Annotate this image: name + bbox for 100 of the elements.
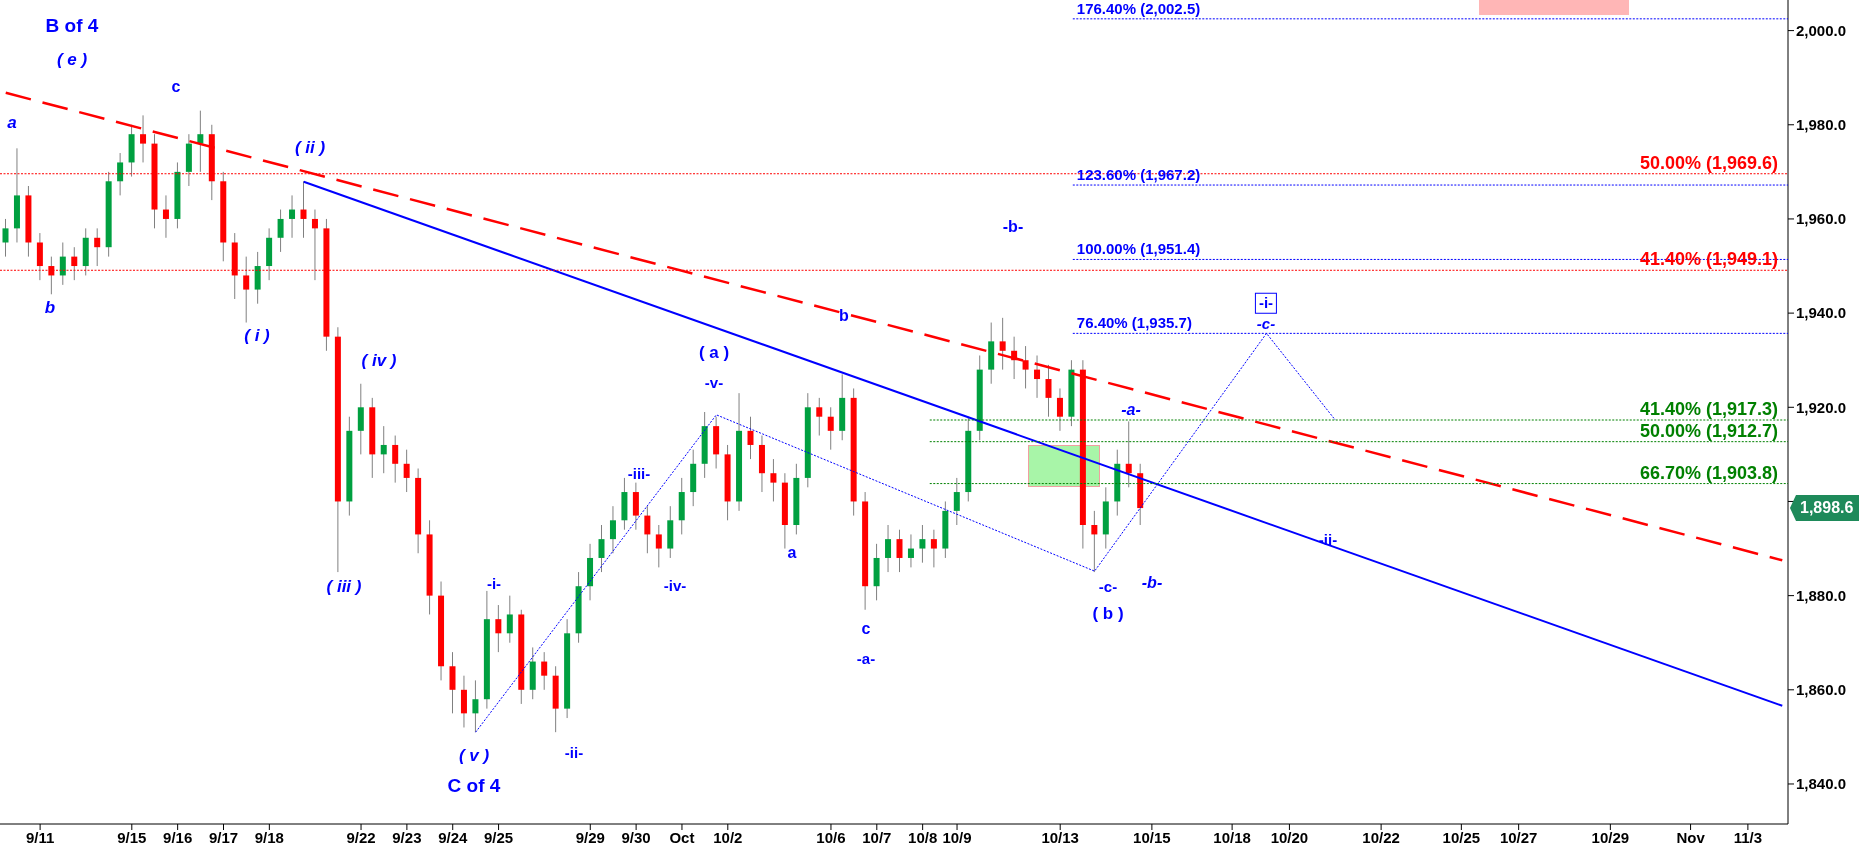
candlestick [140,114,147,163]
annotation: ( e ) [56,49,88,70]
candlestick [117,152,124,196]
x-tick-label: 9/24 [438,828,468,846]
y-tick-label: 2,000.0 [1796,21,1847,39]
candlestick [1091,510,1098,573]
candlestick [999,317,1006,371]
annotation: ( iv ) [361,350,397,371]
y-tick-label: 1,880.0 [1796,586,1847,604]
y-tick-label: 1,920.0 [1796,398,1847,416]
candlestick [289,194,296,239]
annotation: ( i ) [244,325,270,346]
candlestick [254,251,261,305]
annotation: -ii- [564,743,584,762]
ref-line-label: 41.40% (1,917.3) [1639,399,1779,419]
candlestick [770,458,777,502]
y-tick-label: 1,980.0 [1796,116,1847,134]
candlestick [162,194,169,239]
candlestick [655,524,662,568]
candlestick [380,425,387,474]
x-tick-label: 9/18 [254,828,284,846]
candlestick [644,505,651,554]
annotation: ( iii ) [326,576,362,597]
annotation: b [44,297,56,318]
annotation: ( a ) [698,342,730,363]
candlestick [392,435,399,484]
candlestick [300,180,307,239]
ref-line-label: 66.70% (1,903.8) [1639,462,1779,483]
x-tick-label: Oct [669,828,695,846]
x-tick-label: 9/29 [575,828,605,846]
annotation: -iii- [627,464,651,483]
ref-line-label: 100.00% (1,951.4) [1076,240,1201,258]
candlestick [885,524,892,573]
y-tick-label: 1,860.0 [1796,681,1847,699]
annotation: a [787,544,797,562]
x-tick-label: 9/11 [25,828,55,846]
candlestick [747,416,754,460]
candlestick [632,482,639,531]
candlestick [2,218,9,258]
ref-line-label: 41.40% (1,949.1) [1639,249,1779,270]
x-tick-label: 10/8 [908,828,938,846]
candlestick [907,533,914,568]
x-tick-label: 10/25 [1442,828,1481,846]
candlestick [472,679,479,733]
x-tick-label: 9/23 [392,828,422,846]
x-tick-label: Nov [1676,828,1706,846]
x-tick-label: 9/15 [117,828,147,846]
annotation: -i- [486,574,502,593]
y-tick-label: 1,960.0 [1796,210,1847,228]
price-tag: 1,898.6 [1790,495,1860,521]
candlestick [598,524,605,573]
x-tick-label: 10/20 [1270,828,1309,846]
x-tick-label: 10/27 [1499,828,1538,846]
candlestick [816,397,823,437]
x-tick-label: 11/3 [1733,828,1763,846]
x-tick-label: 10/29 [1591,828,1630,846]
annotation: a [7,112,17,133]
annotation: c [171,78,181,96]
candlestick [277,209,284,253]
annotation: ( b ) [1092,603,1124,624]
x-tick-label: 9/17 [208,828,239,846]
x-tick-label: 10/7 [862,828,892,846]
x-tick-label: 9/25 [483,828,514,846]
candlestick [609,505,616,554]
ref-line-label: 50.00% (1,912.7) [1639,420,1779,441]
ref-line-label: 50.00% (1,969.6) [1639,152,1779,173]
annotation: ( ii ) [294,137,326,158]
x-tick-label: 9/30 [621,828,651,846]
candlestick [449,651,456,714]
annotation: -iv- [663,576,687,595]
candlestick [357,383,364,455]
candlestick [930,529,937,568]
candlestick [495,604,502,653]
annotation: -b- [1002,218,1024,236]
x-tick-label: 10/18 [1213,828,1251,846]
candlestick [919,524,926,564]
candlestick [896,529,903,573]
y-tick-label: 1,940.0 [1796,304,1847,322]
ref-line-label: 123.60% (1,967.2) [1076,166,1201,184]
annotation: -v- [704,373,724,392]
annotation: -b- [1141,574,1163,592]
candlestick [1045,364,1052,418]
candlestick [541,651,548,691]
annotation: -a- [856,649,876,668]
candlestick [59,241,66,286]
candlestick [506,595,513,644]
annotation: -a- [1121,401,1141,419]
y-tick-label: 1,840.0 [1796,775,1847,793]
x-tick-label: 10/15 [1133,828,1171,846]
annotation: ( v ) [458,745,490,766]
ref-line-label: 76.40% (1,935.7) [1076,314,1192,332]
annotation: -i- [1254,292,1278,314]
candlestick [1034,355,1041,399]
annotation: c [861,620,871,638]
x-tick-label: 10/9 [942,828,972,846]
candlestick [403,449,410,493]
annotation: b [839,307,849,325]
candlestick [1022,345,1029,389]
x-tick-label: 9/22 [346,828,376,846]
candlestick [460,675,467,728]
